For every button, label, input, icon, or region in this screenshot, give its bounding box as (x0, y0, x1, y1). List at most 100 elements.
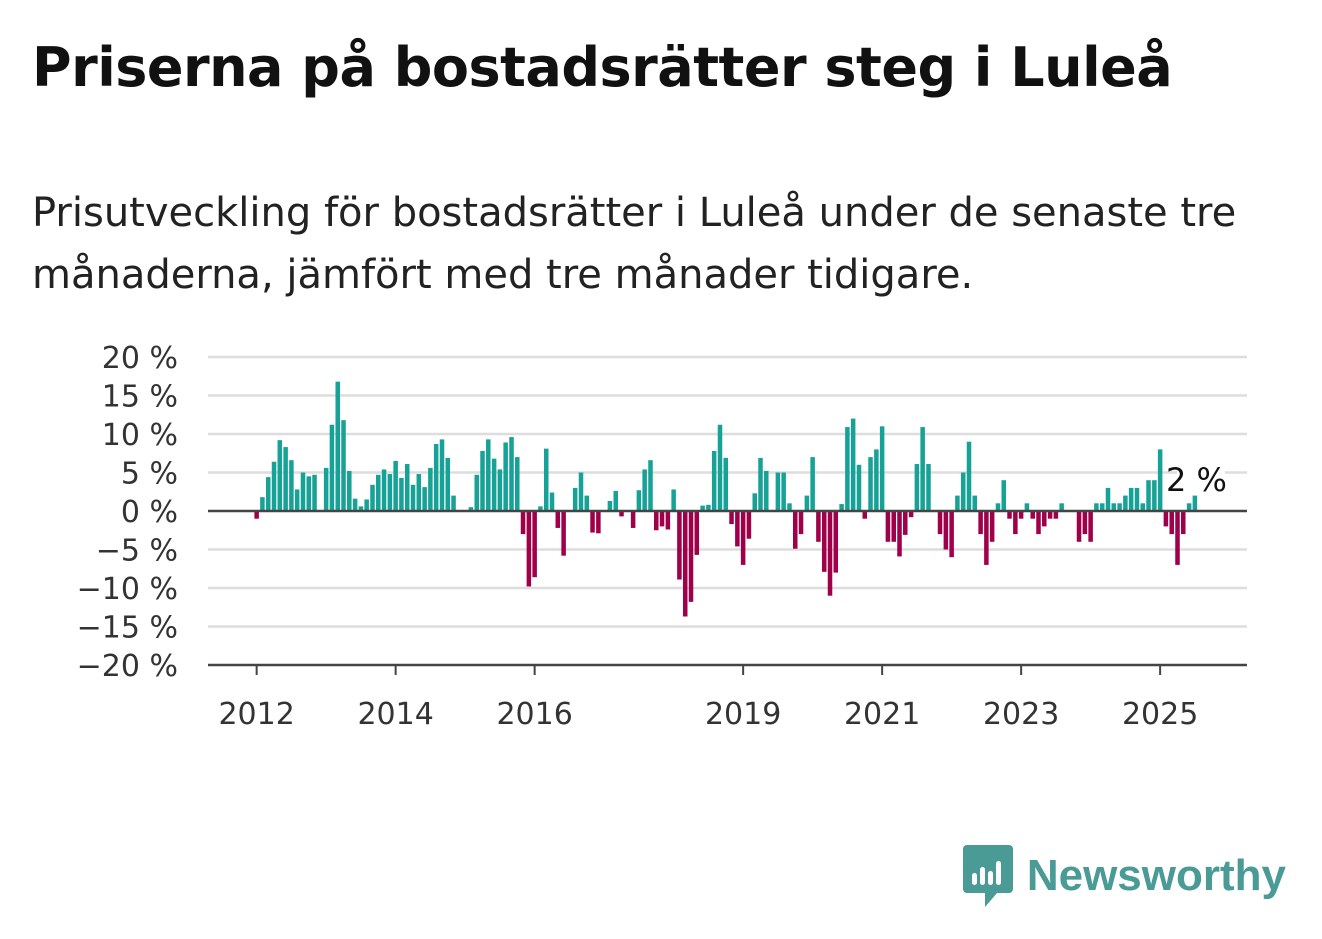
axes (208, 509, 1247, 667)
bar-chart: 20 % 15 %10 % 5 %0 % −5 %−10 % −15 %−20 % 20… (77, 341, 1247, 732)
bar (1117, 503, 1122, 511)
bar (1024, 503, 1030, 511)
bar (775, 472, 781, 511)
bar (845, 427, 850, 511)
bar (1059, 503, 1064, 511)
brand: Newsworthy (962, 841, 1286, 911)
bar (335, 381, 341, 511)
bar (966, 441, 972, 511)
bar (960, 472, 966, 511)
bar (1169, 511, 1174, 535)
last-value-label: 2 % (1166, 461, 1227, 499)
bar (984, 511, 989, 565)
bar (1128, 487, 1134, 511)
bar (1134, 487, 1140, 511)
bar (300, 472, 306, 511)
brand-name: Newsworthy (1026, 851, 1286, 900)
bar (329, 424, 335, 511)
bar (1163, 511, 1169, 527)
y-tick-label: −15 % (77, 611, 178, 646)
bar (422, 487, 427, 511)
bar (1094, 503, 1099, 511)
bar (613, 490, 619, 511)
bar (1181, 511, 1186, 535)
bar (538, 506, 543, 511)
bar (677, 511, 682, 580)
bar (740, 511, 746, 565)
bar (821, 511, 827, 572)
bar (1082, 511, 1088, 535)
bar (474, 474, 480, 511)
bar (972, 495, 978, 511)
bar (1001, 480, 1007, 511)
bar (352, 498, 358, 511)
bar (700, 505, 705, 511)
bar (283, 447, 288, 511)
bar (706, 504, 711, 511)
bar (752, 493, 758, 511)
bar (1076, 511, 1082, 542)
y-tick-label: 0 % (121, 495, 178, 530)
y-tick-label: 10 % (102, 418, 178, 453)
bar (1042, 511, 1047, 527)
bar (428, 467, 433, 511)
bar (1111, 503, 1117, 511)
bar (694, 511, 700, 555)
bar (665, 511, 671, 530)
x-tick-label: 2023 (983, 697, 1059, 732)
bar (746, 511, 752, 539)
bar (897, 511, 902, 557)
y-tick-label: 15 % (102, 380, 178, 415)
bar (891, 511, 896, 542)
bar (277, 440, 283, 511)
bar (491, 458, 497, 511)
bar (1047, 511, 1053, 519)
bar (810, 457, 815, 511)
bar (341, 420, 346, 511)
bar (509, 437, 514, 511)
bar (764, 470, 769, 511)
x-tick-label: 2019 (705, 697, 781, 732)
bar (1157, 449, 1163, 511)
bar (827, 511, 833, 596)
bar (903, 511, 908, 535)
bar (254, 511, 259, 519)
bar (943, 511, 949, 550)
x-axis-ticks: 2012 2014 2016 2019 2021 2023 2025 (218, 665, 1198, 732)
bar (561, 511, 566, 556)
x-tick-label: 2025 (1122, 697, 1198, 732)
bar (1140, 503, 1146, 511)
bar (416, 474, 422, 511)
bar (590, 511, 595, 533)
bar (671, 489, 676, 511)
bar (445, 457, 451, 511)
y-tick-label: 20 % (102, 341, 178, 376)
bar (816, 511, 821, 542)
bar (294, 489, 300, 511)
bar (1088, 511, 1093, 542)
bar (833, 511, 839, 573)
bar (439, 439, 445, 511)
bar (289, 460, 294, 511)
bar (387, 474, 393, 511)
bar (572, 487, 578, 511)
bar (908, 511, 914, 518)
bar (642, 469, 647, 511)
bar (804, 495, 810, 511)
bar (914, 464, 920, 511)
bar (879, 426, 885, 511)
bar (874, 449, 879, 511)
bar (682, 511, 688, 617)
x-tick-label: 2021 (844, 697, 920, 732)
bar (630, 511, 636, 528)
bar (584, 495, 590, 511)
bar (688, 511, 694, 602)
bar (648, 460, 653, 511)
bar (358, 506, 364, 511)
bar (798, 511, 804, 535)
bar (619, 511, 624, 517)
bar (306, 476, 312, 511)
bar (1036, 511, 1041, 535)
bar (978, 511, 983, 535)
bar (433, 444, 439, 511)
